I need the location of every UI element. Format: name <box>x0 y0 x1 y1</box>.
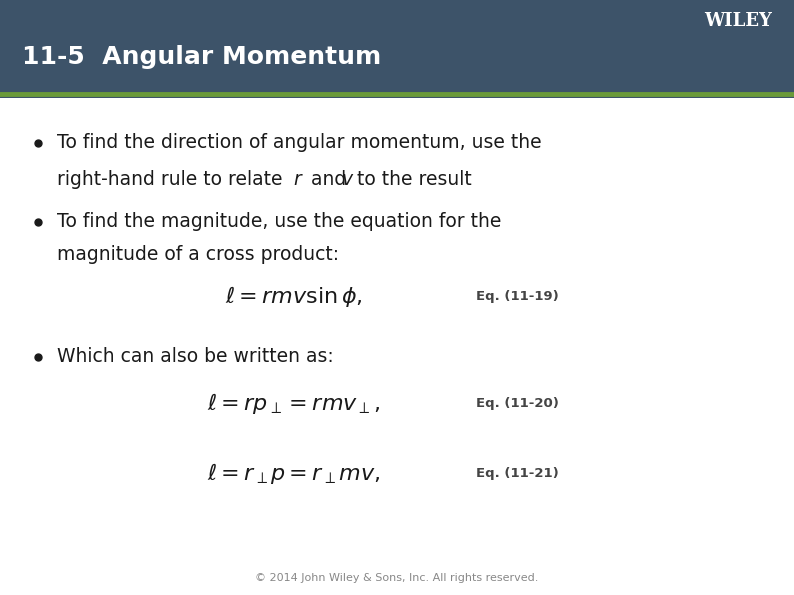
Text: Which can also be written as:: Which can also be written as: <box>57 346 334 365</box>
Text: r: r <box>294 170 302 189</box>
Text: right-hand rule to relate: right-hand rule to relate <box>57 170 289 189</box>
Text: magnitude of a cross product:: magnitude of a cross product: <box>57 245 339 264</box>
Text: v: v <box>341 170 353 189</box>
Text: to the result: to the result <box>351 170 472 189</box>
Text: $\ell = rmv \sin \phi,$: $\ell = rmv \sin \phi,$ <box>225 284 363 309</box>
Text: $\ell = r_{\perp}p = r_{\perp}mv,$: $\ell = r_{\perp}p = r_{\perp}mv,$ <box>207 461 380 486</box>
Text: and: and <box>305 170 353 189</box>
Text: 11-5  Angular Momentum: 11-5 Angular Momentum <box>22 45 381 69</box>
Text: Eq. (11-21): Eq. (11-21) <box>476 467 559 480</box>
Text: Eq. (11-20): Eq. (11-20) <box>476 397 559 410</box>
Text: To find the direction of angular momentum, use the: To find the direction of angular momentu… <box>57 133 542 152</box>
Text: $\ell = rp_{\perp} = rmv_{\perp},$: $\ell = rp_{\perp} = rmv_{\perp},$ <box>207 392 380 416</box>
Text: © 2014 John Wiley & Sons, Inc. All rights reserved.: © 2014 John Wiley & Sons, Inc. All right… <box>256 572 538 583</box>
Text: To find the magnitude, use the equation for the: To find the magnitude, use the equation … <box>57 212 502 231</box>
Text: Eq. (11-19): Eq. (11-19) <box>476 290 559 303</box>
Text: WILEY: WILEY <box>704 12 772 30</box>
